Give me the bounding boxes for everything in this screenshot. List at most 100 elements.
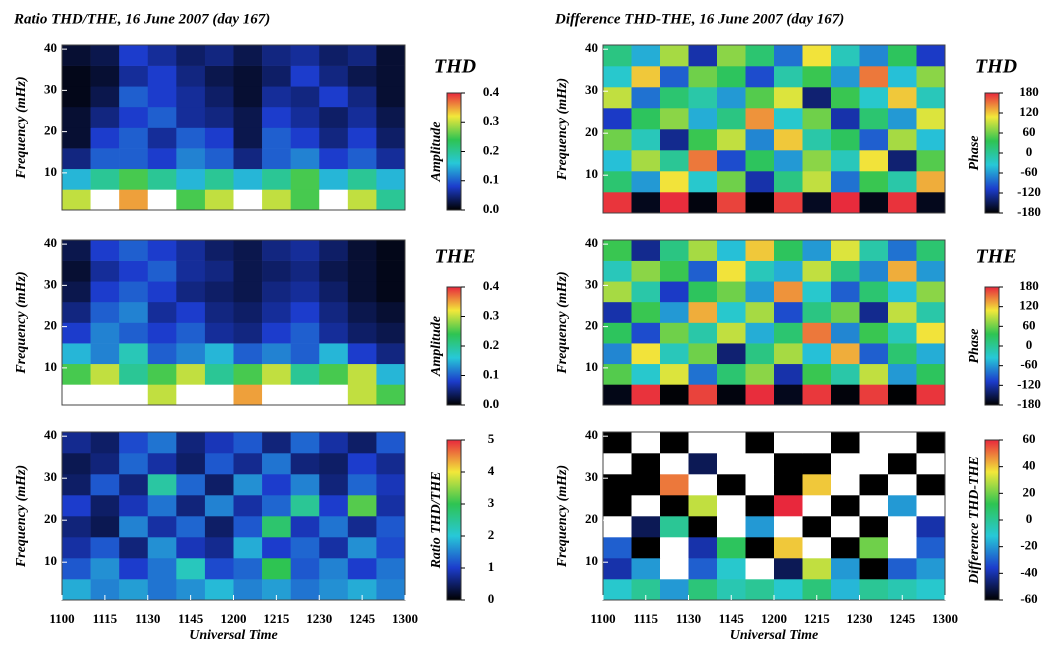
heatmap-cell [347,322,377,344]
heatmap-cell [347,301,377,323]
heatmap-cell [774,192,803,214]
x-tick-label: 1100 [49,611,74,626]
heatmap-cell [233,537,263,559]
heatmap-cell [745,363,775,385]
colorbar [446,439,462,601]
heatmap-cell [603,66,632,88]
heatmap-cell [859,384,889,406]
heatmap-cell [119,65,149,87]
colorbar-title: Amplitude [429,122,444,183]
heatmap-cell [717,322,746,344]
heatmap-cell [888,432,917,454]
heatmap-cell [319,281,349,303]
colorbar-title: Ratio THD/THE [429,472,444,570]
heatmap-cell [290,189,320,211]
heatmap-cell [290,384,320,406]
heatmap-cell [319,384,349,406]
heatmap-cell [62,65,91,87]
heatmap-cell [319,189,349,211]
heatmap-cell [290,495,320,517]
x-tick-label: 1300 [932,611,958,626]
heatmap-cell [831,240,860,261]
heatmap-cell [90,453,120,475]
heatmap-cell [119,260,149,282]
x-tick-label: 1100 [590,611,615,626]
heatmap-cell [233,579,263,601]
colorbar-tick-label: -60 [1020,591,1037,606]
heatmap-cell [176,127,206,149]
heatmap-cell [204,579,234,601]
heatmap-cell [233,516,263,538]
heatmap-cell [631,384,661,406]
x-tick-label: 1130 [676,611,701,626]
colorbar-tick-label: 0.2 [483,142,499,157]
heatmap-cell [831,579,860,601]
heatmap-cell [347,432,377,454]
heatmap-cell [376,148,406,170]
x-tick-label: 1200 [221,611,247,626]
heatmap-cell [802,495,832,517]
heatmap-cell [62,579,91,601]
x-tick-label: 1115 [93,611,118,626]
heatmap-cell [745,240,775,261]
heatmap-cell [688,453,718,475]
heatmap-cell [631,363,661,385]
heatmap-cell [119,453,149,475]
heatmap-cell [745,260,775,282]
heatmap-cell [660,150,689,172]
heatmap-cell [888,129,917,151]
y-tick-label: 20 [44,318,57,333]
heatmap-cell [888,301,917,323]
heatmap-cell [147,537,177,559]
heatmap-cell [859,579,889,601]
heatmap-cell [717,281,746,303]
heatmap-cell [176,240,206,261]
x-tick-label: 1245 [889,611,916,626]
plot-frame [61,44,406,211]
heatmap-cell [90,384,120,406]
heatmap-cell [745,281,775,303]
heatmap-cell [347,516,377,538]
heatmap-cell [233,45,263,66]
heatmap-cell [204,537,234,559]
heatmap-cell [888,495,917,517]
x-tick-label: 1300 [392,611,418,626]
heatmap-cell [802,150,832,172]
heatmap-cell [603,495,632,517]
heatmap-cell [717,87,746,109]
heatmap-cell [262,189,291,211]
heatmap-cell [319,453,349,475]
heatmap-cell [603,579,632,601]
heatmap-cell [745,66,775,88]
heatmap-cell [631,558,661,580]
heatmap-cell [831,384,860,406]
heatmap-cell [62,384,91,406]
heatmap-cell [631,453,661,475]
heatmap-cell [660,432,689,454]
colorbar-title: Phase [967,329,982,364]
heatmap-cell [603,474,632,496]
heatmap-cell [233,453,263,475]
heatmap-cell [916,108,946,130]
heatmap-cell [262,474,291,496]
y-tick-label: 10 [44,164,57,179]
heatmap-cell [147,281,177,303]
colorbar-tick-label: 0 [1026,337,1033,352]
heatmap-cell [688,363,718,385]
colorbar-tick-label: 0.0 [483,201,499,216]
heatmap-cell [660,384,689,406]
heatmap-cell [859,108,889,130]
heatmap-cell [376,260,406,282]
heatmap-cell [745,537,775,559]
colorbar-tick-label: 180 [1019,278,1039,293]
heatmap-cell [774,322,803,344]
heatmap-cell [802,516,832,538]
heatmap-cell [119,168,149,190]
heatmap-cell [233,558,263,580]
heatmap-cell [147,240,177,261]
colorbar-tick-label: 0 [1026,511,1033,526]
heatmap-cell [888,108,917,130]
heatmap-cell [204,65,234,87]
colorbar-tick-label: 120 [1019,104,1039,119]
heatmap-cell [802,579,832,601]
